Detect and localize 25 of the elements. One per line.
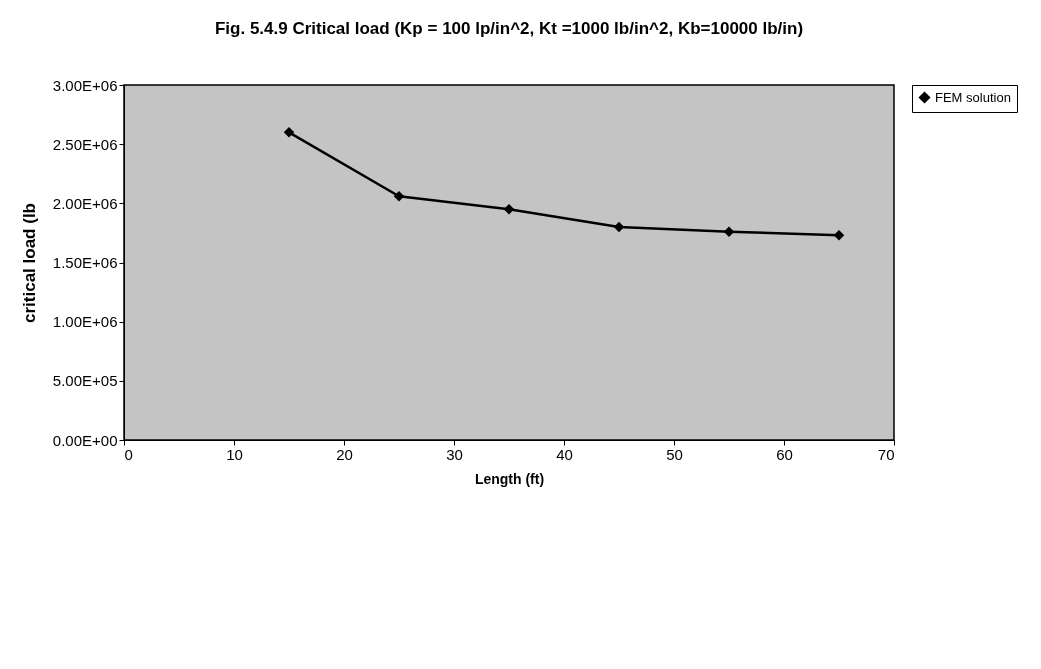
point: [723, 226, 735, 237]
y-tick-label: 3.00E+06: [52, 76, 118, 94]
y-tick-label: 1.00E+06: [52, 313, 118, 331]
point: [613, 221, 625, 233]
y-tick-label: 1.50E+06: [52, 254, 118, 271]
x-tick-label: 0: [124, 445, 133, 463]
x-axis-title: Length (ft): [474, 470, 545, 487]
point: [833, 230, 845, 241]
chart-title: Fig. 5.4.9 Critical load (Kp = 100 lp/in^2, Kt =1000 lb/in^2, Kb=10000 lb/in): [214, 19, 804, 38]
point: [393, 190, 405, 202]
y-axis-title: critical load (lb: [19, 203, 39, 323]
y-tick-label: 2.50E+06: [52, 135, 118, 153]
x-tick-label: 70: [877, 445, 895, 463]
point: [503, 204, 515, 215]
y-tick-label: 0.00E+00: [52, 431, 118, 449]
x-tick-label: 30: [446, 445, 463, 463]
y-tick-label: 2.00E+06: [52, 194, 118, 212]
x-tick-label: 60: [776, 445, 793, 463]
x-tick-label: 40: [556, 445, 573, 463]
y-tick-label: 5.00E+05: [52, 372, 118, 390]
legend-label: FEM solution: [935, 89, 1011, 105]
x-tick-label: 10: [226, 445, 243, 463]
point: [283, 127, 295, 138]
x-tick-label: 20: [336, 445, 353, 463]
x-tick-label: 50: [666, 445, 683, 463]
